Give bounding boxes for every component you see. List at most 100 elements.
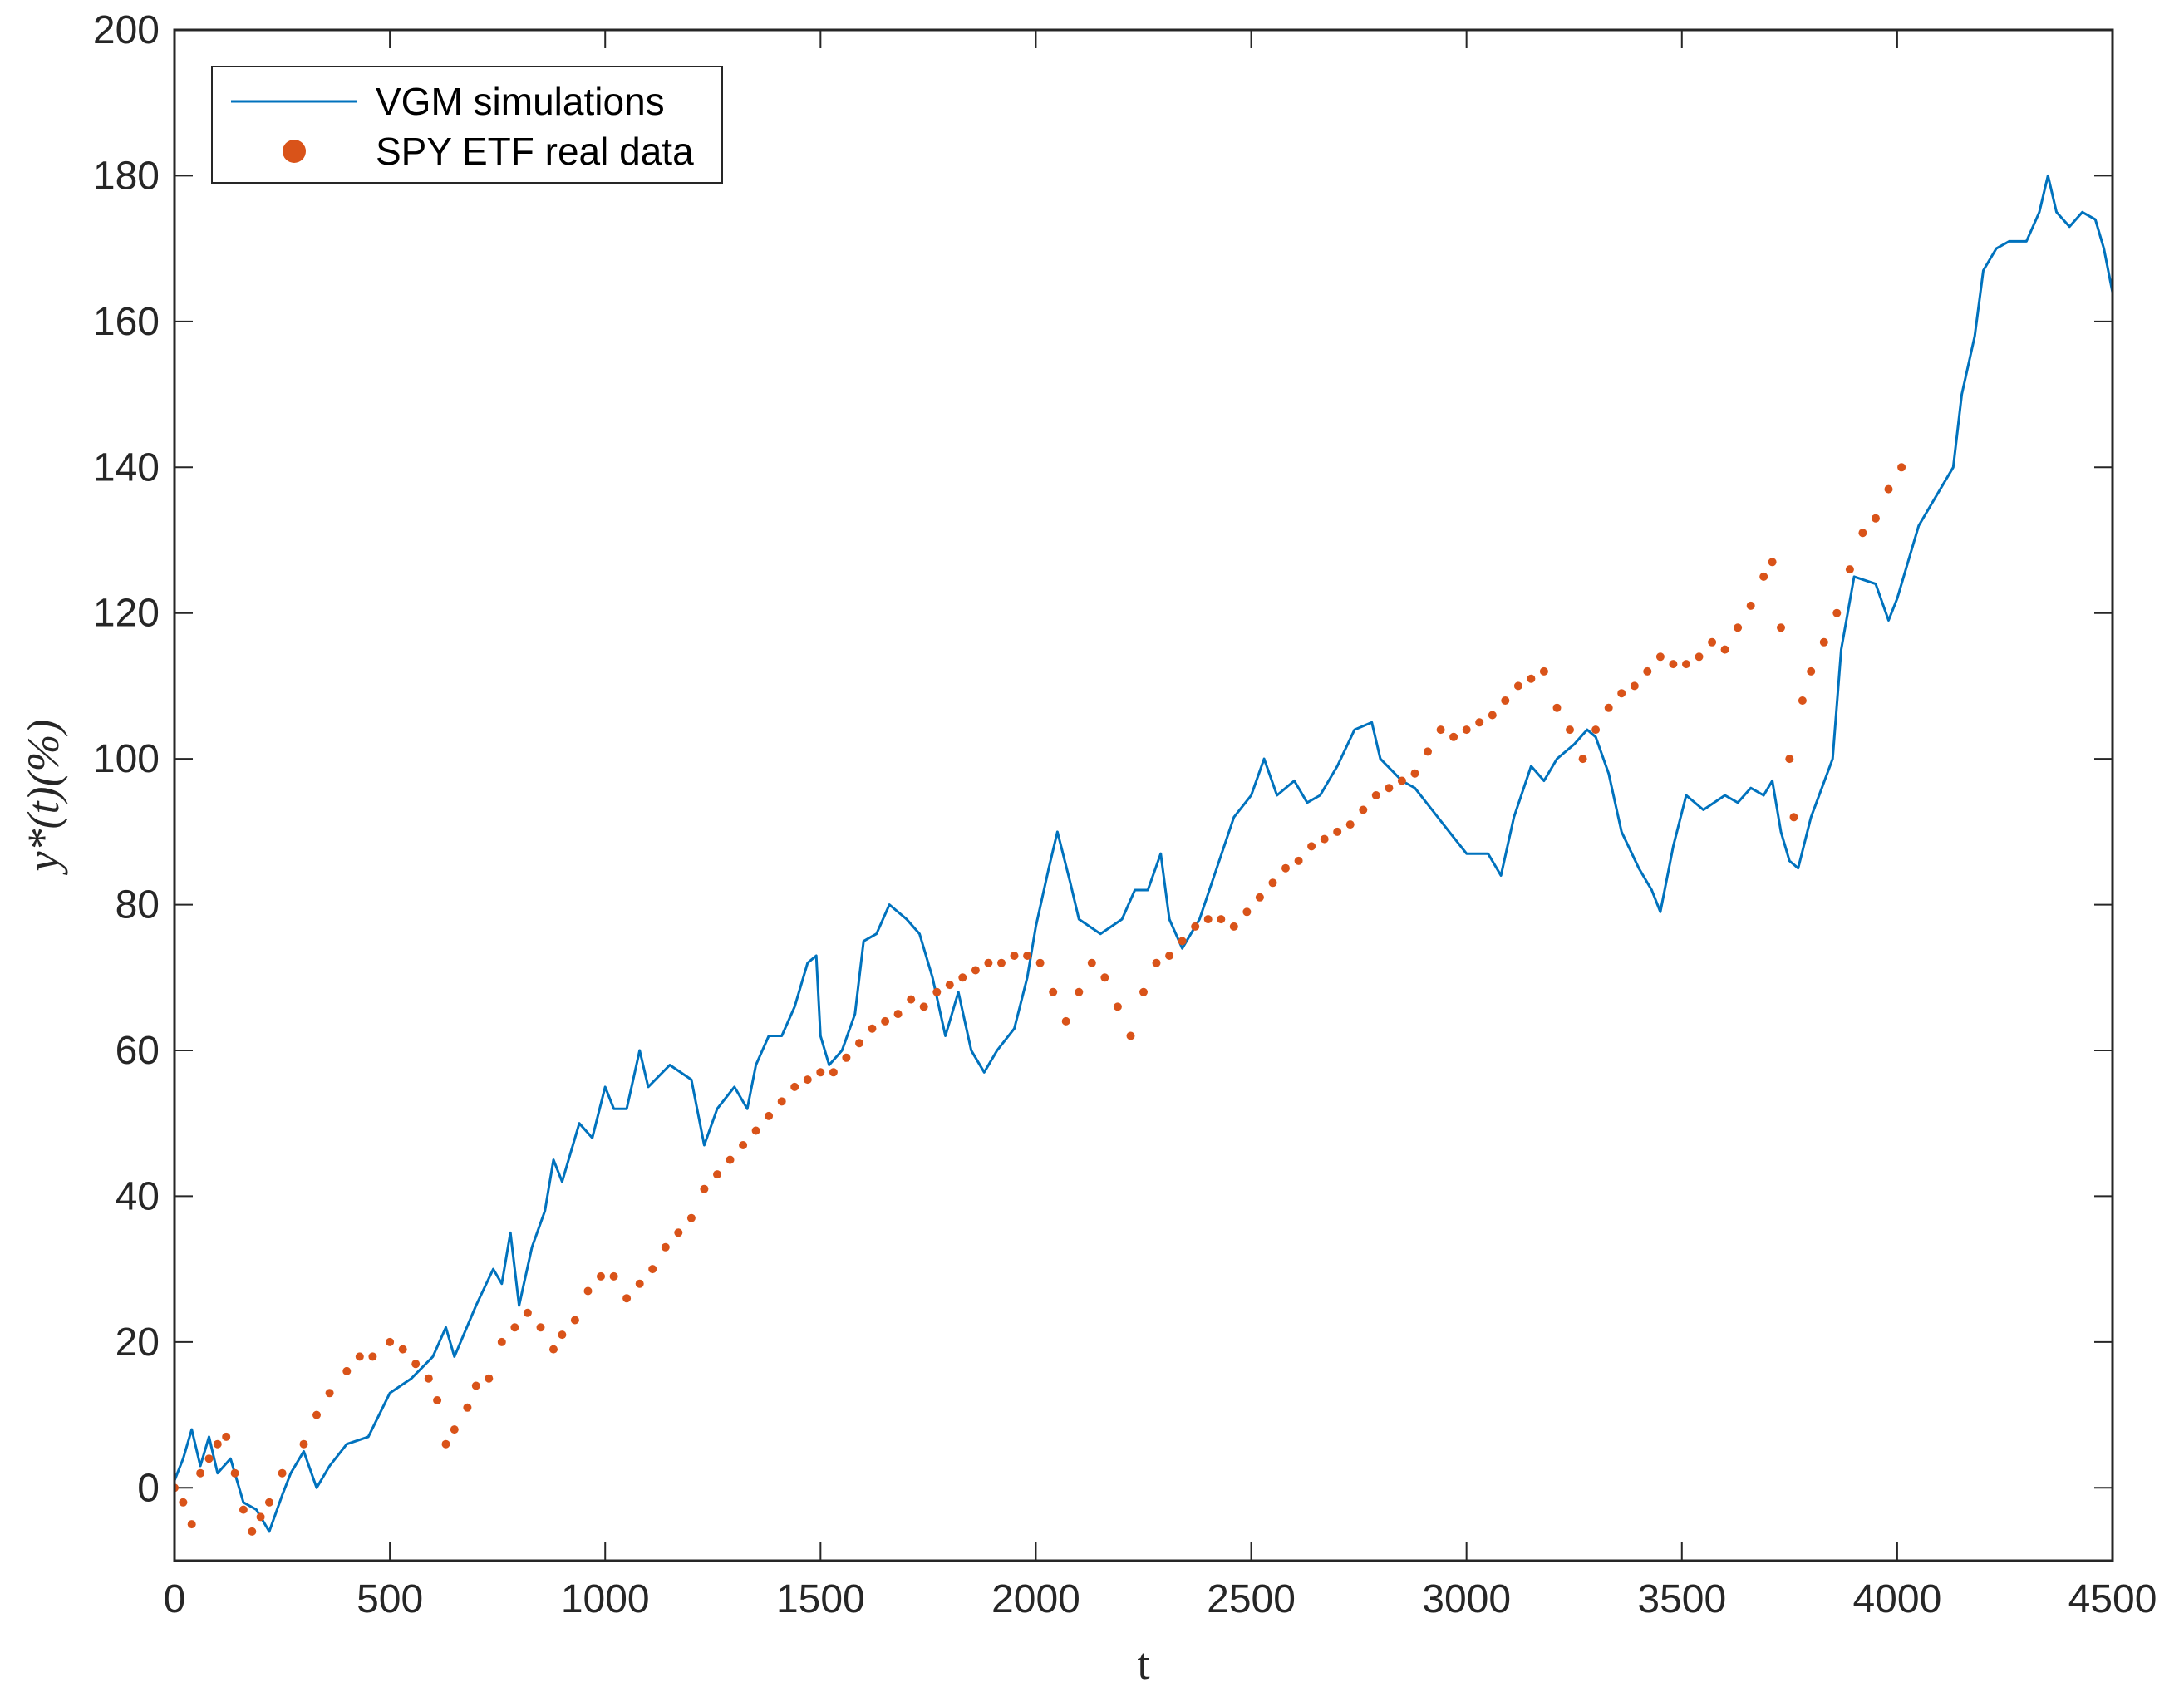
data-point-spy xyxy=(1643,666,1652,676)
data-point-spy xyxy=(1023,952,1032,960)
data-point-spy xyxy=(1436,725,1445,735)
data-point-spy xyxy=(1734,623,1743,632)
x-tick-label: 500 xyxy=(357,1577,423,1621)
data-point-spy xyxy=(1191,922,1200,931)
y-tick-label: 180 xyxy=(93,154,160,198)
y-tick-label: 60 xyxy=(116,1029,160,1073)
data-point-spy xyxy=(230,1468,239,1478)
data-point-spy xyxy=(868,1024,877,1033)
data-point-spy xyxy=(713,1170,721,1179)
y-tick-label: 80 xyxy=(116,883,160,927)
y-tick-label: 160 xyxy=(93,300,160,344)
data-point-spy xyxy=(523,1308,532,1317)
data-point-spy xyxy=(1785,755,1794,764)
data-point-spy xyxy=(648,1265,657,1274)
data-point-spy xyxy=(686,1213,696,1222)
data-point-spy xyxy=(958,973,967,982)
axes-box xyxy=(173,28,2114,1562)
data-point-spy xyxy=(1268,878,1277,888)
y-tick-label: 120 xyxy=(93,592,160,636)
data-point-spy xyxy=(919,1002,928,1011)
x-tick-label: 3000 xyxy=(1422,1577,1511,1621)
series-0 xyxy=(175,174,2113,1533)
data-point-spy xyxy=(450,1425,459,1434)
data-point-spy xyxy=(1798,696,1807,705)
y-tick-label: 200 xyxy=(93,8,160,52)
data-point-spy xyxy=(984,958,993,967)
y-tick-label: 40 xyxy=(116,1174,160,1218)
data-point-spy xyxy=(1462,725,1471,735)
y-tick-label: 140 xyxy=(93,445,160,489)
data-point-spy xyxy=(278,1468,287,1478)
data-point-spy xyxy=(829,1068,838,1077)
data-point-spy xyxy=(386,1337,395,1346)
data-point-spy xyxy=(1669,660,1678,669)
plot-area xyxy=(175,30,2113,1561)
x-tick-label: 1000 xyxy=(561,1577,650,1621)
data-point-spy xyxy=(622,1294,632,1303)
data-point-spy xyxy=(1203,915,1213,924)
data-point-spy xyxy=(1527,674,1536,683)
data-point-spy xyxy=(1385,784,1394,793)
data-point-spy xyxy=(1884,484,1893,494)
data-point-spy xyxy=(1126,1031,1135,1040)
data-point-spy xyxy=(424,1374,433,1383)
data-point-spy xyxy=(485,1374,494,1383)
data-point-spy xyxy=(635,1279,644,1288)
data-point-spy xyxy=(609,1271,618,1281)
legend-label-vgm: VGM simulations xyxy=(376,80,665,123)
data-point-spy xyxy=(1165,952,1174,960)
data-point-spy xyxy=(932,987,942,996)
x-tick-label: 1500 xyxy=(776,1577,865,1621)
data-point-spy xyxy=(411,1360,421,1369)
data-point-spy xyxy=(971,966,980,975)
data-point-spy xyxy=(1872,514,1880,523)
data-point-spy xyxy=(299,1439,308,1449)
data-point-spy xyxy=(726,1155,735,1164)
data-point-spy xyxy=(1424,747,1432,756)
data-point-spy xyxy=(997,958,1006,967)
data-point-spy xyxy=(881,1016,890,1026)
data-point-spy xyxy=(248,1527,257,1536)
x-tick-label: 3500 xyxy=(1637,1577,1726,1621)
data-point-spy xyxy=(1320,834,1329,844)
data-point-spy xyxy=(1630,681,1639,691)
data-point-spy xyxy=(1035,958,1045,967)
data-point-spy xyxy=(1488,711,1497,720)
data-point-spy xyxy=(239,1505,248,1514)
y-tick-label: 100 xyxy=(93,737,160,781)
data-point-spy xyxy=(1832,608,1842,617)
data-point-spy xyxy=(1655,652,1665,662)
data-point-spy xyxy=(1242,907,1252,917)
x-tick-label: 2000 xyxy=(991,1577,1080,1621)
data-point-spy xyxy=(816,1068,825,1077)
data-point-spy xyxy=(1604,703,1613,712)
data-point-spy xyxy=(1061,1016,1070,1026)
x-axis-title: t xyxy=(1137,1639,1149,1689)
data-point-spy xyxy=(355,1352,364,1361)
data-point-spy xyxy=(1552,703,1562,712)
data-point-spy xyxy=(1100,973,1109,982)
data-point-spy xyxy=(570,1316,579,1325)
data-point-spy xyxy=(1746,601,1755,610)
data-point-spy xyxy=(1759,572,1768,581)
data-point-spy xyxy=(1333,827,1342,836)
y-tick-label: 20 xyxy=(116,1321,160,1365)
data-point-spy xyxy=(265,1498,273,1507)
data-point-spy xyxy=(1819,637,1828,647)
legend-label-spy: SPY ETF real data xyxy=(376,130,694,173)
data-point-spy xyxy=(661,1242,670,1252)
data-point-spy xyxy=(1152,958,1161,967)
data-point-spy xyxy=(1010,952,1019,960)
data-point-spy xyxy=(398,1345,407,1354)
data-point-spy xyxy=(1682,660,1690,669)
data-point-spy xyxy=(1087,958,1096,967)
data-point-spy xyxy=(739,1141,748,1149)
data-point-spy xyxy=(1307,842,1316,851)
data-point-spy xyxy=(1113,1002,1122,1011)
data-point-spy xyxy=(1294,856,1303,865)
data-point-spy xyxy=(1345,820,1355,829)
series-1 xyxy=(175,463,1906,1536)
data-point-spy xyxy=(471,1381,480,1390)
x-tick-label: 4500 xyxy=(2068,1577,2157,1621)
